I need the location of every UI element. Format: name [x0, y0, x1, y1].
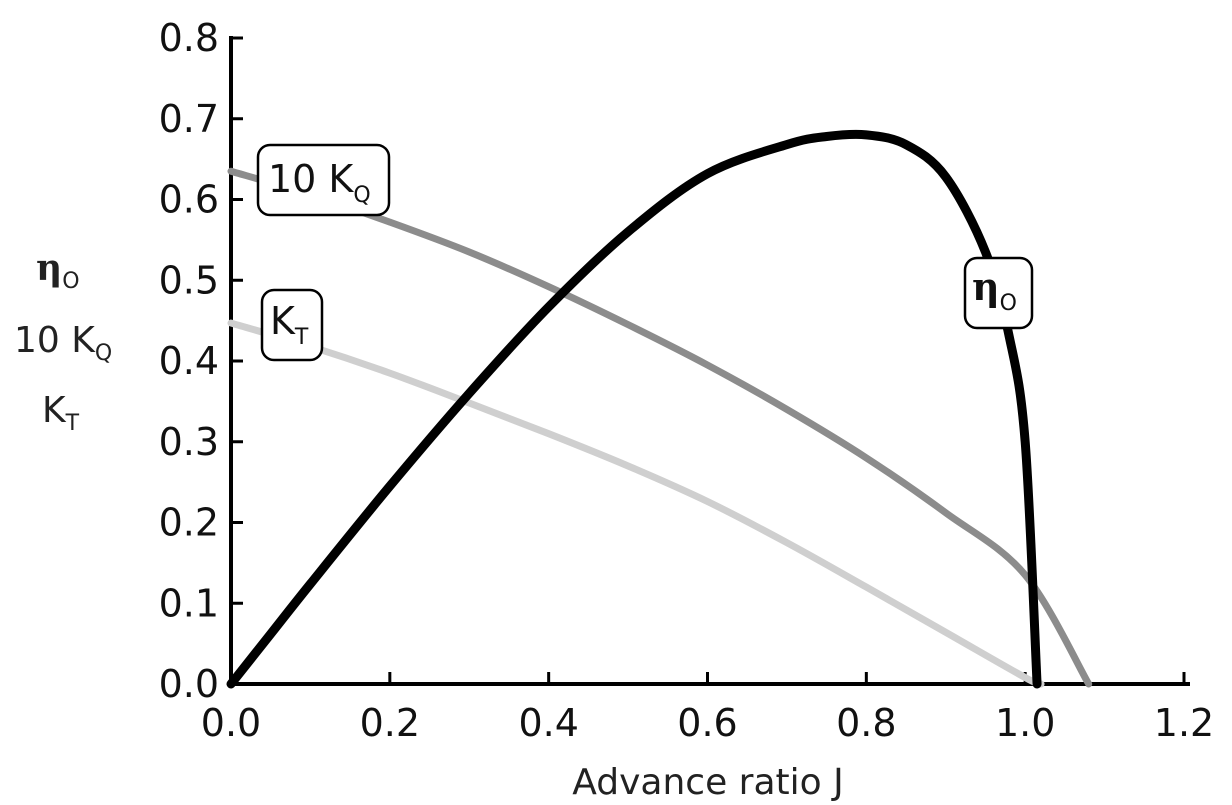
y-tick-label: 0.7: [159, 97, 219, 141]
label-kt-sub: T: [294, 325, 309, 350]
y-tick-label: 0.1: [159, 581, 219, 625]
label-10kq-box: [256, 143, 391, 217]
label-10kq: 10 KQ: [256, 143, 391, 217]
y-title-eta-main: η: [36, 247, 62, 289]
y-axis-title-kt: KT: [42, 390, 80, 436]
series-line-kt: [227, 319, 1045, 688]
y-title-eta-sub: O: [62, 269, 79, 294]
y-axis-title-10kq: 10 KQ: [14, 320, 112, 366]
x-axis-title: Advance ratio J: [572, 762, 843, 803]
y-tick-label: 0.0: [159, 662, 219, 706]
y-tick-label: 0.8: [159, 16, 219, 60]
y-ticks: 0.0 0.1 0.2 0.3 0.4 0.5 0.6 0.7 0.8: [159, 16, 243, 706]
y-title-kt-main: K: [42, 390, 67, 431]
y-axis-title: ηO 10 KQ KT: [14, 247, 112, 436]
label-kt: KT: [260, 288, 324, 362]
x-tick-label: 1.0: [995, 701, 1055, 745]
x-tick-label: 0.0: [201, 701, 261, 745]
label-10kq-sub: Q: [353, 183, 370, 208]
series-line-10kq: [227, 167, 1093, 688]
series-layer: [226, 129, 1093, 689]
x-tick-label: 0.8: [836, 701, 896, 745]
label-10kq-main: 10 K: [268, 157, 354, 201]
label-eta: ηO: [963, 256, 1034, 330]
label-eta-text: ηO: [972, 264, 1017, 316]
y-tick-label: 0.5: [159, 258, 219, 302]
x-tick-label: 0.6: [677, 701, 737, 745]
y-tick-label: 0.2: [159, 501, 219, 545]
label-eta-sub: O: [1000, 291, 1017, 316]
y-title-10kq-sub: Q: [95, 341, 112, 366]
series-line-eta: [226, 129, 1042, 689]
y-tick-label: 0.3: [159, 420, 219, 464]
y-axis-title-eta: ηO: [36, 247, 80, 294]
y-tick-label: 0.6: [159, 178, 219, 222]
label-kt-main: K: [270, 299, 296, 343]
y-tick-label: 0.4: [159, 339, 219, 383]
label-10kq-text: 10 KQ: [268, 157, 371, 208]
x-tick-label: 0.4: [518, 701, 578, 745]
axes: 0.0 0.2 0.4 0.6 0.8 1.0 1.2 0.0 0.1 0.2 0.3 0.4 0.5…: [159, 16, 1215, 745]
label-eta-box: [963, 256, 1034, 330]
label-kt-text: KT: [270, 299, 309, 350]
x-tick-label: 1.2: [1154, 701, 1214, 745]
y-title-10kq-main: 10 K: [14, 320, 96, 361]
label-kt-box: [260, 288, 324, 362]
y-title-kt-sub: T: [65, 411, 80, 436]
label-eta-main: η: [972, 264, 1000, 309]
x-tick-label: 0.2: [360, 701, 420, 745]
